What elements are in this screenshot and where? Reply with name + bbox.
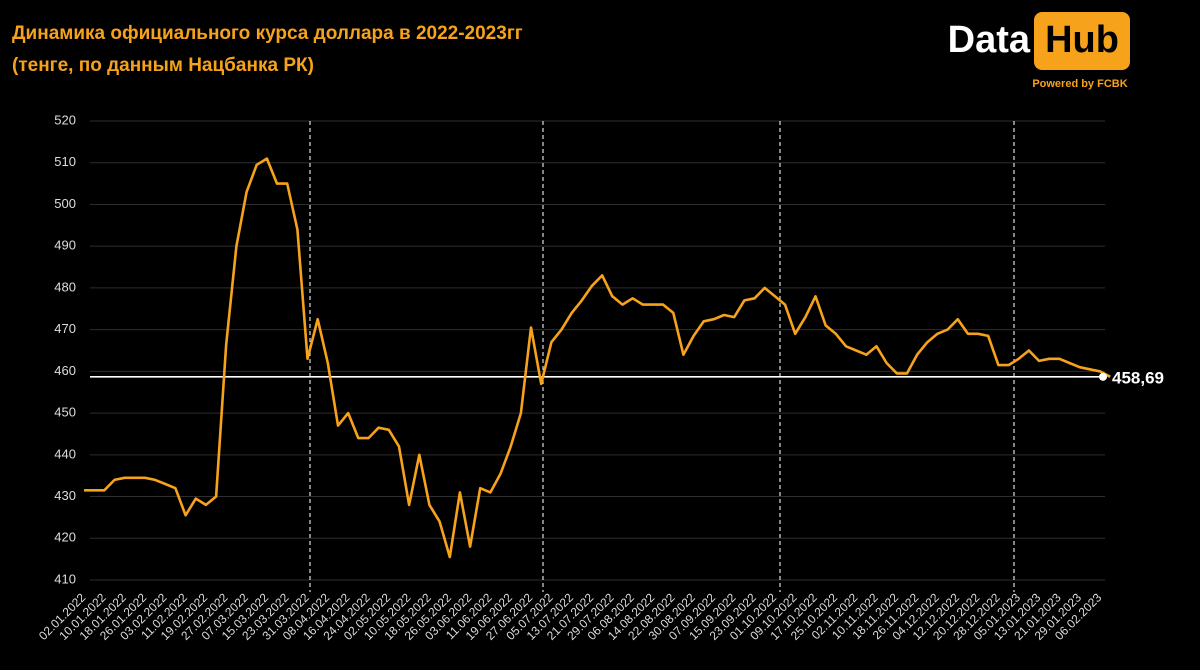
y-tick-label: 480 [54, 279, 76, 294]
y-tick-label: 420 [54, 530, 76, 545]
y-tick-label: 460 [54, 363, 76, 378]
series-line [84, 157, 1111, 559]
reference-label: 458,69 [1112, 368, 1164, 387]
y-tick-label: 440 [54, 446, 76, 461]
logo-data: Data [948, 19, 1031, 61]
y-tick-label: 500 [54, 196, 76, 211]
reference-dot [1099, 372, 1107, 381]
logo-box [1034, 12, 1130, 70]
y-tick-label: 510 [54, 154, 76, 169]
y-tick-label: 520 [54, 112, 76, 127]
y-tick-label: 450 [54, 405, 76, 420]
y-tick-label: 490 [54, 238, 76, 253]
y-tick-label: 430 [54, 488, 76, 503]
y-tick-label: 470 [54, 321, 76, 336]
y-tick-label: 410 [54, 571, 76, 586]
chart-subtitle: (тенге, по данным Нацбанка РК) [12, 55, 314, 76]
chart-title: Динамика официального курса доллара в 20… [12, 23, 523, 44]
grid [90, 120, 1105, 581]
logo-tagline: Powered by FCBK [1032, 78, 1127, 90]
quarter-separators [309, 121, 1015, 592]
logo-hub: Hub [1045, 19, 1119, 61]
